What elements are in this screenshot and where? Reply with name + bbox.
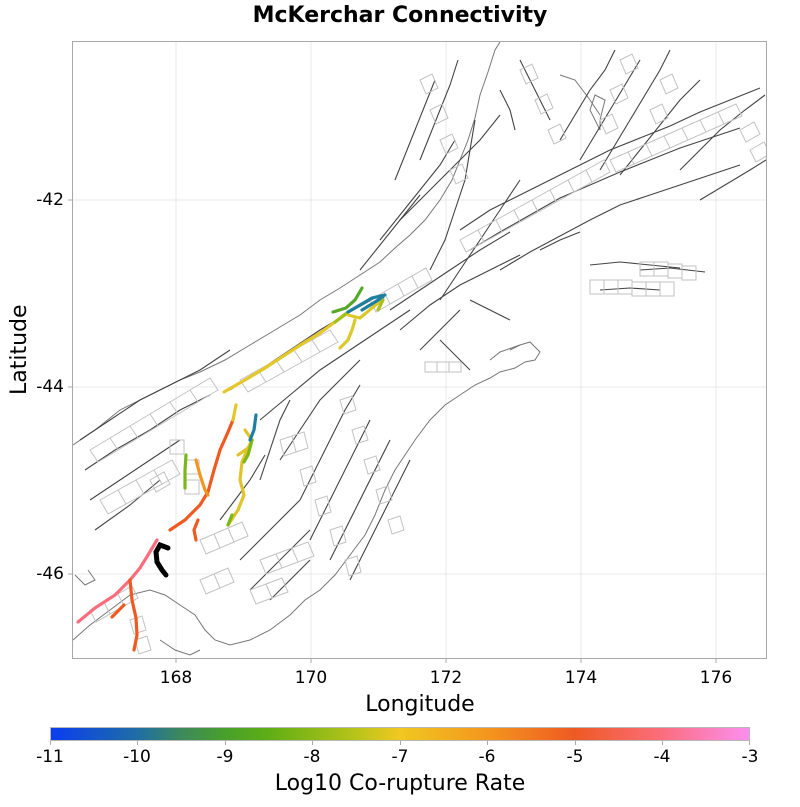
x-tick-label: 170 bbox=[294, 668, 328, 688]
colorbar-tick-label: -5 bbox=[566, 747, 584, 767]
colorbar-tick-label: -3 bbox=[741, 747, 759, 767]
x-tick-label: 168 bbox=[159, 668, 193, 688]
fault-orange-short bbox=[110, 603, 126, 619]
colorbar-tick-label: -9 bbox=[216, 747, 234, 767]
fault-yellow-east bbox=[226, 428, 254, 527]
x-tick-label: 174 bbox=[564, 668, 598, 688]
colorbar-tick-label: -11 bbox=[36, 747, 64, 767]
colorbar-tick-label: -10 bbox=[123, 747, 151, 767]
fault-yellow-branch bbox=[338, 298, 384, 350]
axis-ticks bbox=[68, 199, 717, 663]
x-tick-label: 176 bbox=[699, 668, 733, 688]
mckerchar-fault bbox=[153, 541, 171, 578]
fault-yellow-green-ne bbox=[376, 298, 385, 312]
fault-green-north bbox=[331, 286, 364, 314]
fault-blue-south bbox=[248, 413, 258, 442]
fault-green-west bbox=[183, 453, 188, 490]
colorbar-tick-label: -8 bbox=[303, 747, 321, 767]
fault-traces bbox=[79, 49, 766, 601]
colorbar-label: Log10 Co-rupture Rate bbox=[274, 771, 526, 796]
fault-yellow-short bbox=[231, 403, 238, 422]
colorbar-tick-label: -4 bbox=[653, 747, 671, 767]
plot-area bbox=[72, 41, 767, 659]
chart-title: McKerchar Connectivity bbox=[252, 3, 548, 28]
colorbar-tick-label: -6 bbox=[478, 747, 496, 767]
y-tick-label: -44 bbox=[36, 377, 64, 397]
gridlines bbox=[73, 42, 766, 658]
y-axis-label: Latitude bbox=[7, 304, 32, 395]
y-tick-label: -46 bbox=[36, 564, 64, 584]
fault-alpine-yellow bbox=[222, 313, 347, 394]
fault-orange-ns bbox=[128, 578, 139, 652]
colorbar bbox=[50, 727, 750, 741]
fault-alpine-green bbox=[333, 310, 350, 324]
x-axis-label: Longitude bbox=[365, 692, 475, 717]
x-tick-label: 172 bbox=[429, 668, 463, 688]
fault-orange-yellow bbox=[194, 458, 210, 497]
fault-orange-branch bbox=[192, 518, 200, 542]
colorbar-tick-label: -7 bbox=[391, 747, 409, 767]
co-rupture-faults bbox=[76, 286, 387, 652]
y-tick-label: -42 bbox=[36, 190, 64, 210]
fault-orange-main bbox=[168, 418, 235, 532]
fault-blue-north bbox=[346, 293, 387, 314]
fault-section-boxes bbox=[89, 53, 766, 655]
fault-green-east bbox=[226, 438, 254, 527]
